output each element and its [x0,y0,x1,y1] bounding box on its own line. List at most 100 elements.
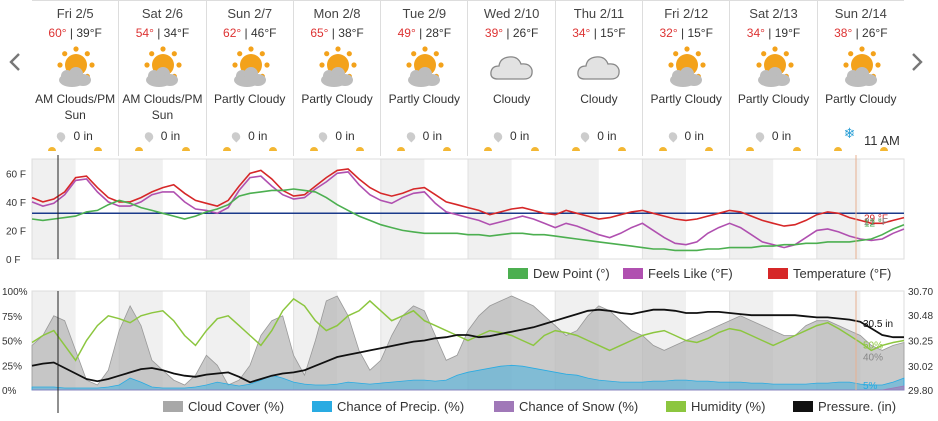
day-column[interactable]: Thu 2/11 34° | 15°F Cloudy 0 in [554,1,642,156]
weather-icon [294,43,380,91]
raindrop-icon [579,130,592,143]
legend-item[interactable]: Pressure. (in) [793,399,896,414]
condition-text: AM Clouds/PM Sun [35,92,116,122]
day-temps: 65° | 38°F [310,26,364,40]
chevron-right-icon [912,53,923,71]
precip-amount: 0 in [119,129,205,143]
sunset-icon [356,147,365,151]
day-column[interactable]: Sat 2/6 54° | 34°F AM Clouds/PM Sun 0 in [118,1,205,156]
legend-item[interactable]: Humidity (%) [666,399,765,414]
series-line [31,297,905,362]
raindrop-icon [753,130,766,143]
sun-cloud-icon [232,46,270,87]
low-temp: 15°F [600,26,626,40]
legend-swatch [508,268,528,279]
weather-icon [643,43,729,91]
series-area [31,295,905,391]
sunrise-icon [309,147,318,151]
night-band [206,159,250,259]
legend-item[interactable]: Cloud Cover (%) [163,399,284,414]
condition-text: Partly Cloudy [388,92,461,106]
high-temp: 39° [484,26,504,40]
end-value-label: 50% [863,341,883,352]
legend-label: Chance of Snow (%) [519,399,639,414]
raindrop-icon [55,130,68,143]
low-temp: 15°F [687,26,713,40]
day-column[interactable]: Wed 2/10 39° | 26°F Cloudy 0 in [467,1,554,156]
legend-item[interactable]: Chance of Precip. (%) [312,399,464,414]
chevron-left-icon [9,53,20,71]
legend-label: Chance of Precip. (%) [337,399,465,414]
y2-tick-label: 30.25 [908,337,933,348]
series-area [32,385,905,391]
weather-icon [381,43,467,91]
legend-item[interactable]: Temperature (°F) [768,266,891,281]
end-value-label: 40% [863,352,883,363]
day-column[interactable]: Sun 2/14 38° | 26°F Partly Cloudy ❄ [816,1,904,156]
night-band [380,159,425,259]
day-column[interactable]: Tue 2/9 49° | 28°F Partly Cloudy 0 in [380,1,467,156]
precip-amount: 0 in [556,129,642,143]
night-band [119,159,163,259]
y-tick-label: 25% [2,361,22,372]
condition-text: Partly Cloudy [301,92,373,106]
sunset-icon [268,147,277,151]
prev-arrow[interactable] [8,52,22,78]
legend-label: Dew Point (°) [533,266,610,281]
end-value-label: 29 °F [864,214,888,225]
weather-icon [207,43,293,91]
legend-item[interactable]: Chance of Snow (%) [494,399,638,414]
day-temps: 34° | 15°F [572,26,626,40]
raindrop-icon [404,130,417,143]
day-date: Sun 2/14 [834,6,887,21]
day-column[interactable]: Sat 2/13 34° | 19°F Partly Cloudy 0 in [729,1,816,156]
temperature-legend: Dew Point (°) Feels Like (°F) Temperature … [0,266,938,284]
cloud-legend: Cloud Cover (%) Chance of Precip. (%) Chan… [0,399,938,417]
day-date: Wed 2/10 [483,6,540,21]
legend-label: Feels Like (°F) [648,266,733,281]
sun-cloud-icon [406,46,444,87]
day-column[interactable]: Mon 2/8 65° | 38°F Partly Cloudy 0 in [292,1,380,156]
sunrise-icon [484,147,493,151]
day-column[interactable]: Sun 2/7 62° | 46°F Partly Cloudy 0 in [205,1,293,156]
low-temp: 26°F [862,26,888,40]
cloud-icon [577,56,620,80]
legend-item[interactable]: Dew Point (°) [508,266,610,281]
sun-cloud-icon [755,46,794,87]
y2-tick-label: 30.02 [908,362,933,373]
next-arrow[interactable] [910,52,924,78]
low-temp: 34°F [163,26,190,40]
sunset-icon [443,147,452,151]
legend-label: Humidity (%) [691,399,766,414]
temperature-chart: 0 F 20 F 40 F 60 F 29 °F21 °F12 ° [6,155,905,266]
low-temp: 46°F [250,26,277,40]
day-column[interactable]: Fri 2/5 60° | 39°F AM Clouds/PM Sun 0 in [32,1,118,156]
legend-item[interactable]: Feels Like (°F) [623,266,733,281]
high-temp: 38° [834,26,853,40]
precip-amount: 0 in [207,129,293,143]
y-tick-label: 60 F [6,169,26,180]
sunset-icon [792,147,801,151]
legend-label: Cloud Cover (%) [188,399,285,414]
low-temp: 19°F [774,26,801,40]
low-temp: 39°F [76,26,102,40]
low-temp: 28°F [425,26,452,40]
y-tick-label: 100% [2,287,28,298]
condition-text: Partly Cloudy [214,92,286,106]
day-column[interactable]: Fri 2/12 32° | 15°F Partly Cloudy 0 in [642,1,729,156]
day-date: Thu 2/11 [573,6,625,21]
weather-icon [556,43,642,91]
legend-swatch [312,401,332,412]
sun-cloud-icon [319,46,357,87]
legend-swatch [793,401,813,412]
y-tick-label: 20 F [6,226,26,237]
precip-amount: 0 in [32,129,118,143]
night-band [816,159,861,259]
day-date: Sat 2/13 [749,6,798,21]
high-temp: 54° [135,26,154,40]
y-tick-label: 0 F [6,255,20,266]
sun-cloud-icon [668,46,706,87]
y2-tick-label: 30.70 [908,287,933,298]
day-temps: 60° | 39°F [48,26,102,40]
legend-swatch [623,268,643,279]
